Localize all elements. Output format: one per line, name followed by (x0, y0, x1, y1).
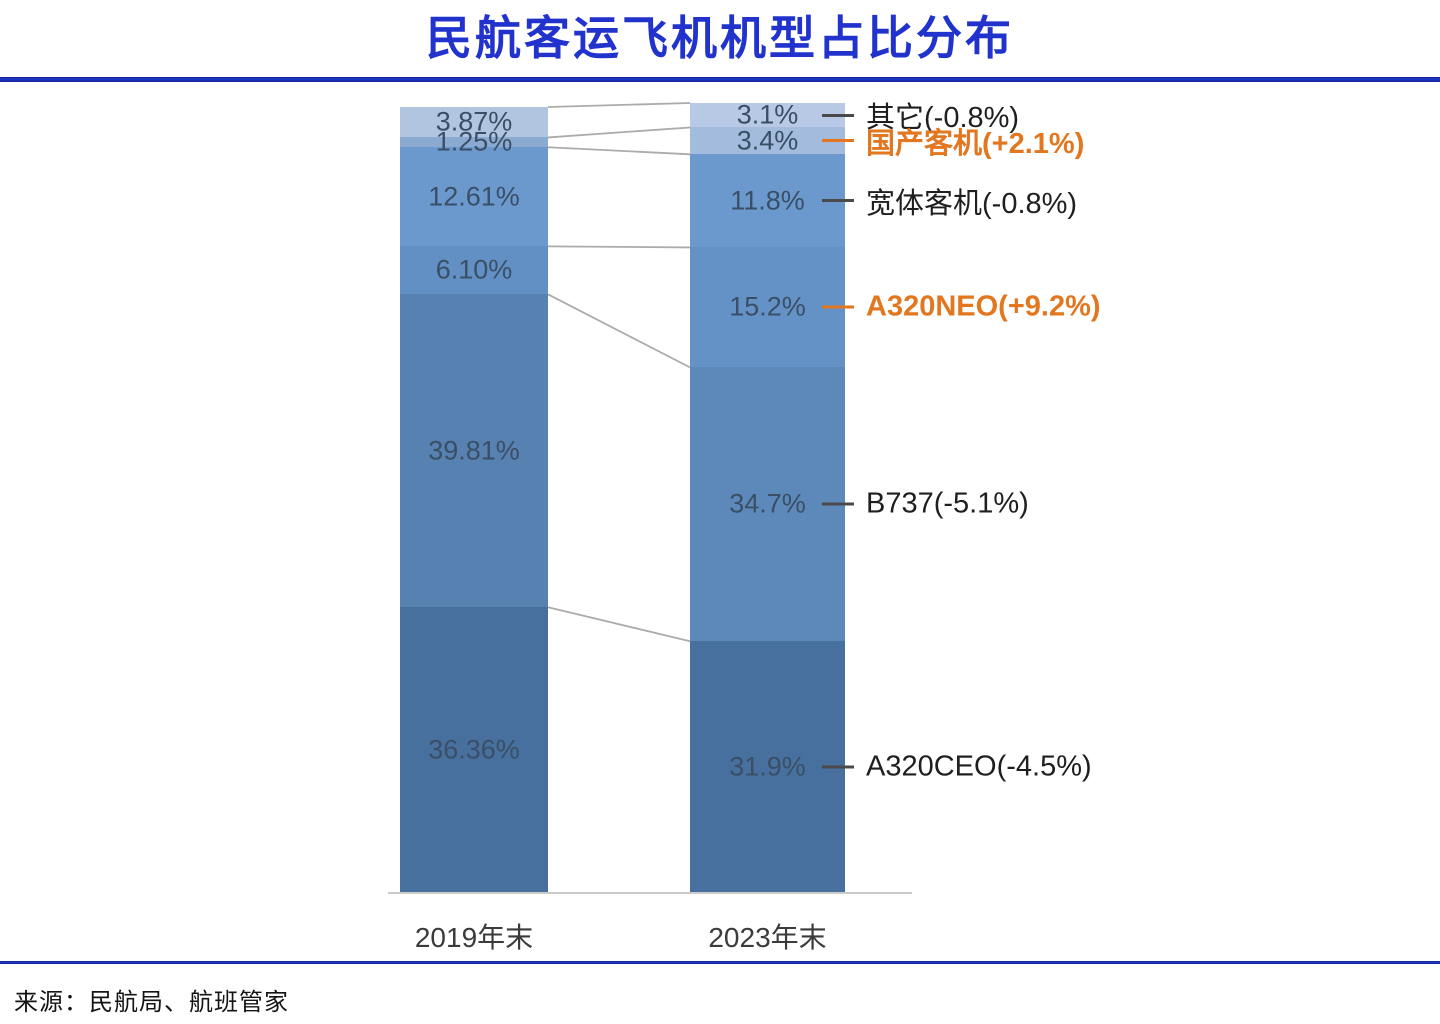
segment-value-label: 34.7% (729, 488, 806, 519)
category-annotation-其它: 其它(-0.8%) (822, 94, 1019, 136)
segment-value-label: 3.4% (736, 125, 799, 156)
leader-dash-icon (822, 305, 854, 309)
bar-segment-宽体客机-2023年末 (690, 154, 845, 248)
category-label: 其它(-0.8%) (866, 102, 1020, 135)
category-label: 宽体客机(-0.8%) (866, 187, 1078, 220)
category-annotation-A320NEO: A320NEO(+9.2%) (822, 291, 1101, 324)
segment-value-label: 12.61% (428, 181, 520, 212)
category-annotation-B737: B737(-5.1%) (822, 488, 1029, 521)
segment-value-label: 11.8% (730, 185, 805, 216)
segment-value-label: 31.9% (729, 751, 806, 782)
category-annotation-国产客机: 国产客机(+2.1%) (822, 120, 1084, 162)
category-annotation-宽体客机: 宽体客机(-0.8%) (822, 180, 1077, 222)
bar-segment-A320NEO-2023年末 (690, 247, 845, 368)
bar-segment-B737-2023年末 (690, 367, 845, 642)
source-note: 来源：民航局、航班管家 (14, 989, 289, 1016)
segment-value-label: 39.81% (428, 435, 520, 466)
category-annotation-A320CEO: A320CEO(-4.5%) (822, 751, 1092, 784)
segment-value-label: 36.36% (428, 734, 520, 765)
segment-value-label: 15.2% (729, 291, 806, 322)
leader-dash-icon (822, 139, 854, 143)
x-axis-line (388, 892, 912, 894)
bottom-divider (0, 961, 1440, 964)
x-axis-label-2023年末: 2023年末 (708, 922, 827, 953)
top-divider (0, 77, 1440, 82)
category-label: A320NEO(+9.2%) (866, 290, 1101, 323)
bar-segment-国产客机-2023年末 (690, 127, 845, 155)
segment-value-label: 3.1% (736, 99, 799, 130)
bar-segment-B737-2019年末 (400, 294, 548, 608)
x-axis-label-2019年末: 2019年末 (414, 922, 534, 953)
segment-value-label: 6.10% (435, 254, 513, 285)
chart-title: 民航客运飞机机型占比分布 (426, 12, 1014, 64)
bar-segment-宽体客机-2019年末 (400, 147, 548, 247)
leader-dash-icon (822, 199, 854, 203)
bar-segment-A320CEO-2019年末 (400, 607, 548, 893)
bar-segment-A320CEO-2023年末 (690, 641, 845, 893)
category-label: B737(-5.1%) (866, 487, 1029, 520)
bar-segment-其它-2023年末 (690, 103, 845, 128)
leader-dash-icon (822, 765, 854, 769)
category-label: A320CEO(-4.5%) (866, 750, 1092, 783)
leader-dash-icon (822, 113, 854, 117)
leader-dash-icon (822, 502, 854, 506)
segment-value-label: 3.87% (435, 106, 513, 137)
bar-segment-其它-2019年末 (400, 107, 548, 138)
bar-segment-A320NEO-2019年末 (400, 246, 548, 295)
segment-value-label: 1.25% (435, 126, 513, 157)
bar-segment-国产客机-2019年末 (400, 137, 548, 148)
category-label: 国产客机(+2.1%) (866, 127, 1085, 160)
